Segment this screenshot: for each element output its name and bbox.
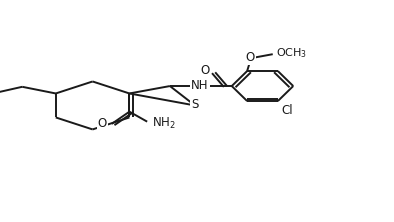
Text: O: O [200, 64, 209, 77]
Text: NH$_2$: NH$_2$ [152, 116, 176, 131]
Text: OCH$_3$: OCH$_3$ [276, 47, 307, 60]
Text: NH: NH [191, 79, 208, 92]
Text: O: O [246, 51, 255, 64]
Text: Cl: Cl [282, 104, 294, 117]
Text: O: O [98, 117, 107, 130]
Text: S: S [191, 98, 199, 111]
